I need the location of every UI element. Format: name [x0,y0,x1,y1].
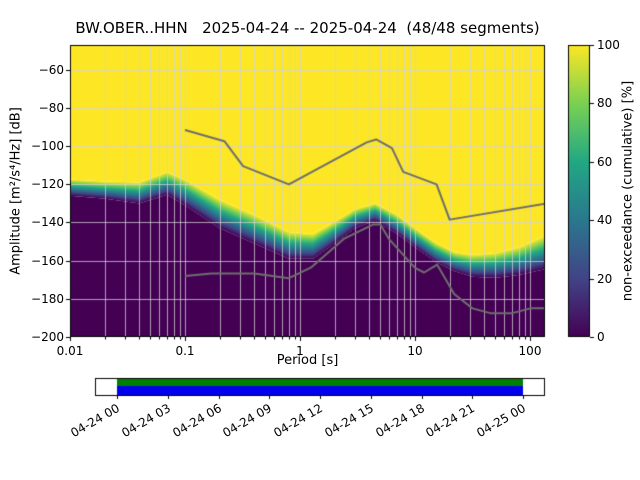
colorbar-tick-label: 40 [597,213,613,228]
x-tick-label: 0.01 [56,344,84,358]
x-tick-label: 10 [407,344,423,358]
plot-title: BW.OBER..HHN 2025-04-24 -- 2025-04-24 (4… [75,19,540,37]
x-tick-label: 0.1 [175,344,195,358]
colorbar-tick-label: 100 [597,38,620,52]
colorbar-tick-label: 80 [597,96,613,111]
colorbar-tick-label: 0 [597,330,605,344]
y-tick-label: −200 [31,330,64,344]
x-axis-label: Period [s] [276,353,339,368]
y-tick-label: −160 [31,253,64,268]
x-tick-label: 1 [296,344,304,358]
y-tick-label: −100 [31,139,64,154]
y-tick-label: −60 [38,62,64,77]
colorbar-label: non-exceedance (cumulative) [%] [620,80,636,302]
y-tick-label: −80 [38,100,64,115]
colorbar-tick-label: 60 [597,154,613,169]
y-tick-label: −180 [31,291,64,306]
y-tick-label: −120 [31,177,64,192]
y-tick-label: −140 [31,215,64,230]
colorbar-tick-label: 20 [597,271,613,286]
x-tick-label: 100 [518,344,542,358]
